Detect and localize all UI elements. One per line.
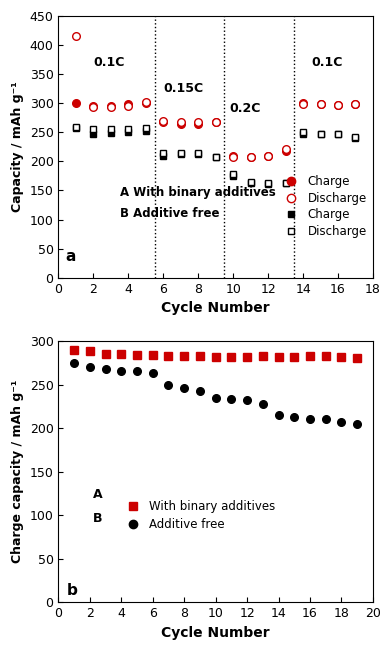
Text: b: b bbox=[66, 583, 77, 598]
Text: A: A bbox=[93, 488, 103, 501]
Text: B: B bbox=[93, 512, 102, 525]
X-axis label: Cycle Number: Cycle Number bbox=[162, 301, 270, 315]
Text: 0.15C: 0.15C bbox=[163, 81, 203, 94]
Text: B Additive free: B Additive free bbox=[120, 206, 219, 219]
X-axis label: Cycle Number: Cycle Number bbox=[162, 626, 270, 640]
Y-axis label: Charge capacity / mAh g⁻¹: Charge capacity / mAh g⁻¹ bbox=[11, 380, 24, 563]
Legend: With binary additives, Additive free: With binary additives, Additive free bbox=[121, 501, 276, 531]
Text: 0.1C: 0.1C bbox=[93, 55, 125, 68]
Text: 0.2C: 0.2C bbox=[230, 102, 261, 115]
Text: a: a bbox=[65, 249, 76, 264]
Legend: Charge, Discharge, Charge, Discharge: Charge, Discharge, Charge, Discharge bbox=[279, 175, 367, 238]
Text: A With binary additives: A With binary additives bbox=[120, 186, 275, 199]
Y-axis label: Capacity / mAh g⁻¹: Capacity / mAh g⁻¹ bbox=[11, 81, 24, 212]
Text: 0.1C: 0.1C bbox=[312, 55, 343, 68]
